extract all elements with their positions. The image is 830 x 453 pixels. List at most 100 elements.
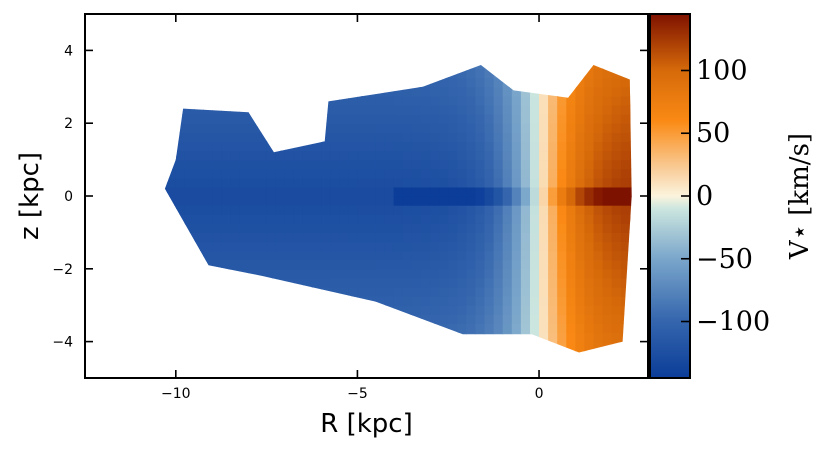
velocity-cell xyxy=(266,68,277,79)
velocity-cell xyxy=(566,341,576,352)
velocity-cell xyxy=(593,250,604,261)
velocity-cell xyxy=(593,268,604,279)
velocity-cell xyxy=(203,296,213,306)
velocity-cell xyxy=(176,50,186,60)
velocity-cell xyxy=(475,314,486,324)
velocity-cell xyxy=(430,323,440,334)
velocity-cell xyxy=(402,65,413,70)
velocity-cell xyxy=(284,86,295,97)
velocity-cell xyxy=(339,314,349,324)
velocity-cell xyxy=(493,186,504,197)
velocity-cell xyxy=(312,323,322,334)
velocity-cell xyxy=(612,50,622,60)
velocity-cell xyxy=(439,123,449,133)
velocity-cell xyxy=(239,132,250,142)
velocity-cell xyxy=(502,196,513,206)
velocity-cell xyxy=(493,268,504,279)
velocity-cell xyxy=(302,68,313,79)
velocity-cell xyxy=(357,141,368,152)
velocity-cell xyxy=(257,241,268,252)
velocity-cell xyxy=(430,77,440,88)
velocity-cell xyxy=(466,341,477,352)
velocity-cell xyxy=(393,341,404,352)
velocity-cell xyxy=(339,177,349,188)
velocity-cell xyxy=(502,65,513,70)
velocity-cell xyxy=(611,214,622,224)
velocity-cell xyxy=(166,350,177,353)
velocity-cell xyxy=(584,223,595,233)
velocity-cell xyxy=(502,332,513,343)
velocity-cell xyxy=(248,123,259,133)
velocity-cell xyxy=(530,223,540,233)
velocity-cell xyxy=(184,268,195,279)
velocity-cell xyxy=(230,350,240,353)
velocity-cell xyxy=(194,341,204,352)
velocity-cell xyxy=(421,168,431,179)
velocity-cell xyxy=(502,296,513,306)
velocity-cell xyxy=(221,123,231,133)
velocity-cell xyxy=(248,132,259,142)
velocity-cell xyxy=(402,186,413,197)
velocity-cell xyxy=(466,241,477,252)
velocity-cell xyxy=(166,150,177,161)
velocity-cell xyxy=(321,296,331,306)
velocity-cell xyxy=(557,141,567,152)
velocity-cell xyxy=(502,95,513,106)
velocity-cell xyxy=(175,68,186,79)
velocity-cell xyxy=(611,259,622,270)
velocity-cell xyxy=(620,287,631,297)
velocity-cell xyxy=(502,205,513,215)
velocity-cell xyxy=(348,268,358,279)
velocity-cell xyxy=(575,205,586,215)
velocity-cell xyxy=(394,50,404,60)
velocity-cell xyxy=(430,205,440,215)
velocity-cell xyxy=(530,241,540,252)
velocity-cell xyxy=(430,186,440,197)
velocity-cell xyxy=(184,159,195,170)
velocity-cell xyxy=(230,241,240,252)
velocity-cell xyxy=(212,95,222,106)
velocity-cell xyxy=(575,241,586,252)
velocity-cell xyxy=(602,323,613,334)
velocity-cell xyxy=(557,196,567,206)
velocity-cell xyxy=(593,105,604,115)
velocity-cell xyxy=(439,296,449,306)
velocity-cell xyxy=(430,268,440,279)
velocity-cell xyxy=(166,214,177,224)
velocity-cell xyxy=(421,305,431,315)
velocity-cell xyxy=(566,296,576,306)
velocity-cell xyxy=(166,159,177,170)
velocity-cell xyxy=(457,223,467,233)
velocity-cell xyxy=(312,168,322,179)
velocity-cell xyxy=(475,168,486,179)
velocity-cell xyxy=(164,65,168,70)
velocity-cell xyxy=(393,68,404,79)
velocity-cell xyxy=(357,114,368,124)
velocity-cell xyxy=(184,196,195,206)
velocity-cell xyxy=(221,77,231,88)
velocity-cell xyxy=(164,95,168,106)
velocity-cell xyxy=(312,105,322,115)
velocity-cell xyxy=(212,50,222,60)
velocity-cell xyxy=(312,296,322,306)
velocity-cell xyxy=(511,314,522,324)
velocity-cell xyxy=(557,350,567,353)
velocity-cell xyxy=(375,268,386,279)
velocity-cell xyxy=(366,296,377,306)
velocity-cell xyxy=(557,159,567,170)
velocity-cell xyxy=(411,114,422,124)
velocity-cell xyxy=(239,65,250,70)
velocity-cell xyxy=(484,314,495,324)
velocity-cell xyxy=(330,123,340,133)
velocity-cell xyxy=(275,241,286,252)
velocity-cell xyxy=(212,196,222,206)
velocity-cell xyxy=(393,332,404,343)
velocity-cell xyxy=(375,259,386,270)
velocity-cell xyxy=(548,323,558,334)
velocity-cell xyxy=(330,114,340,124)
velocity-cell xyxy=(164,123,168,133)
velocity-cell xyxy=(321,50,331,60)
velocity-cell xyxy=(393,259,404,270)
velocity-cell xyxy=(221,50,231,60)
velocity-cell xyxy=(248,186,259,197)
